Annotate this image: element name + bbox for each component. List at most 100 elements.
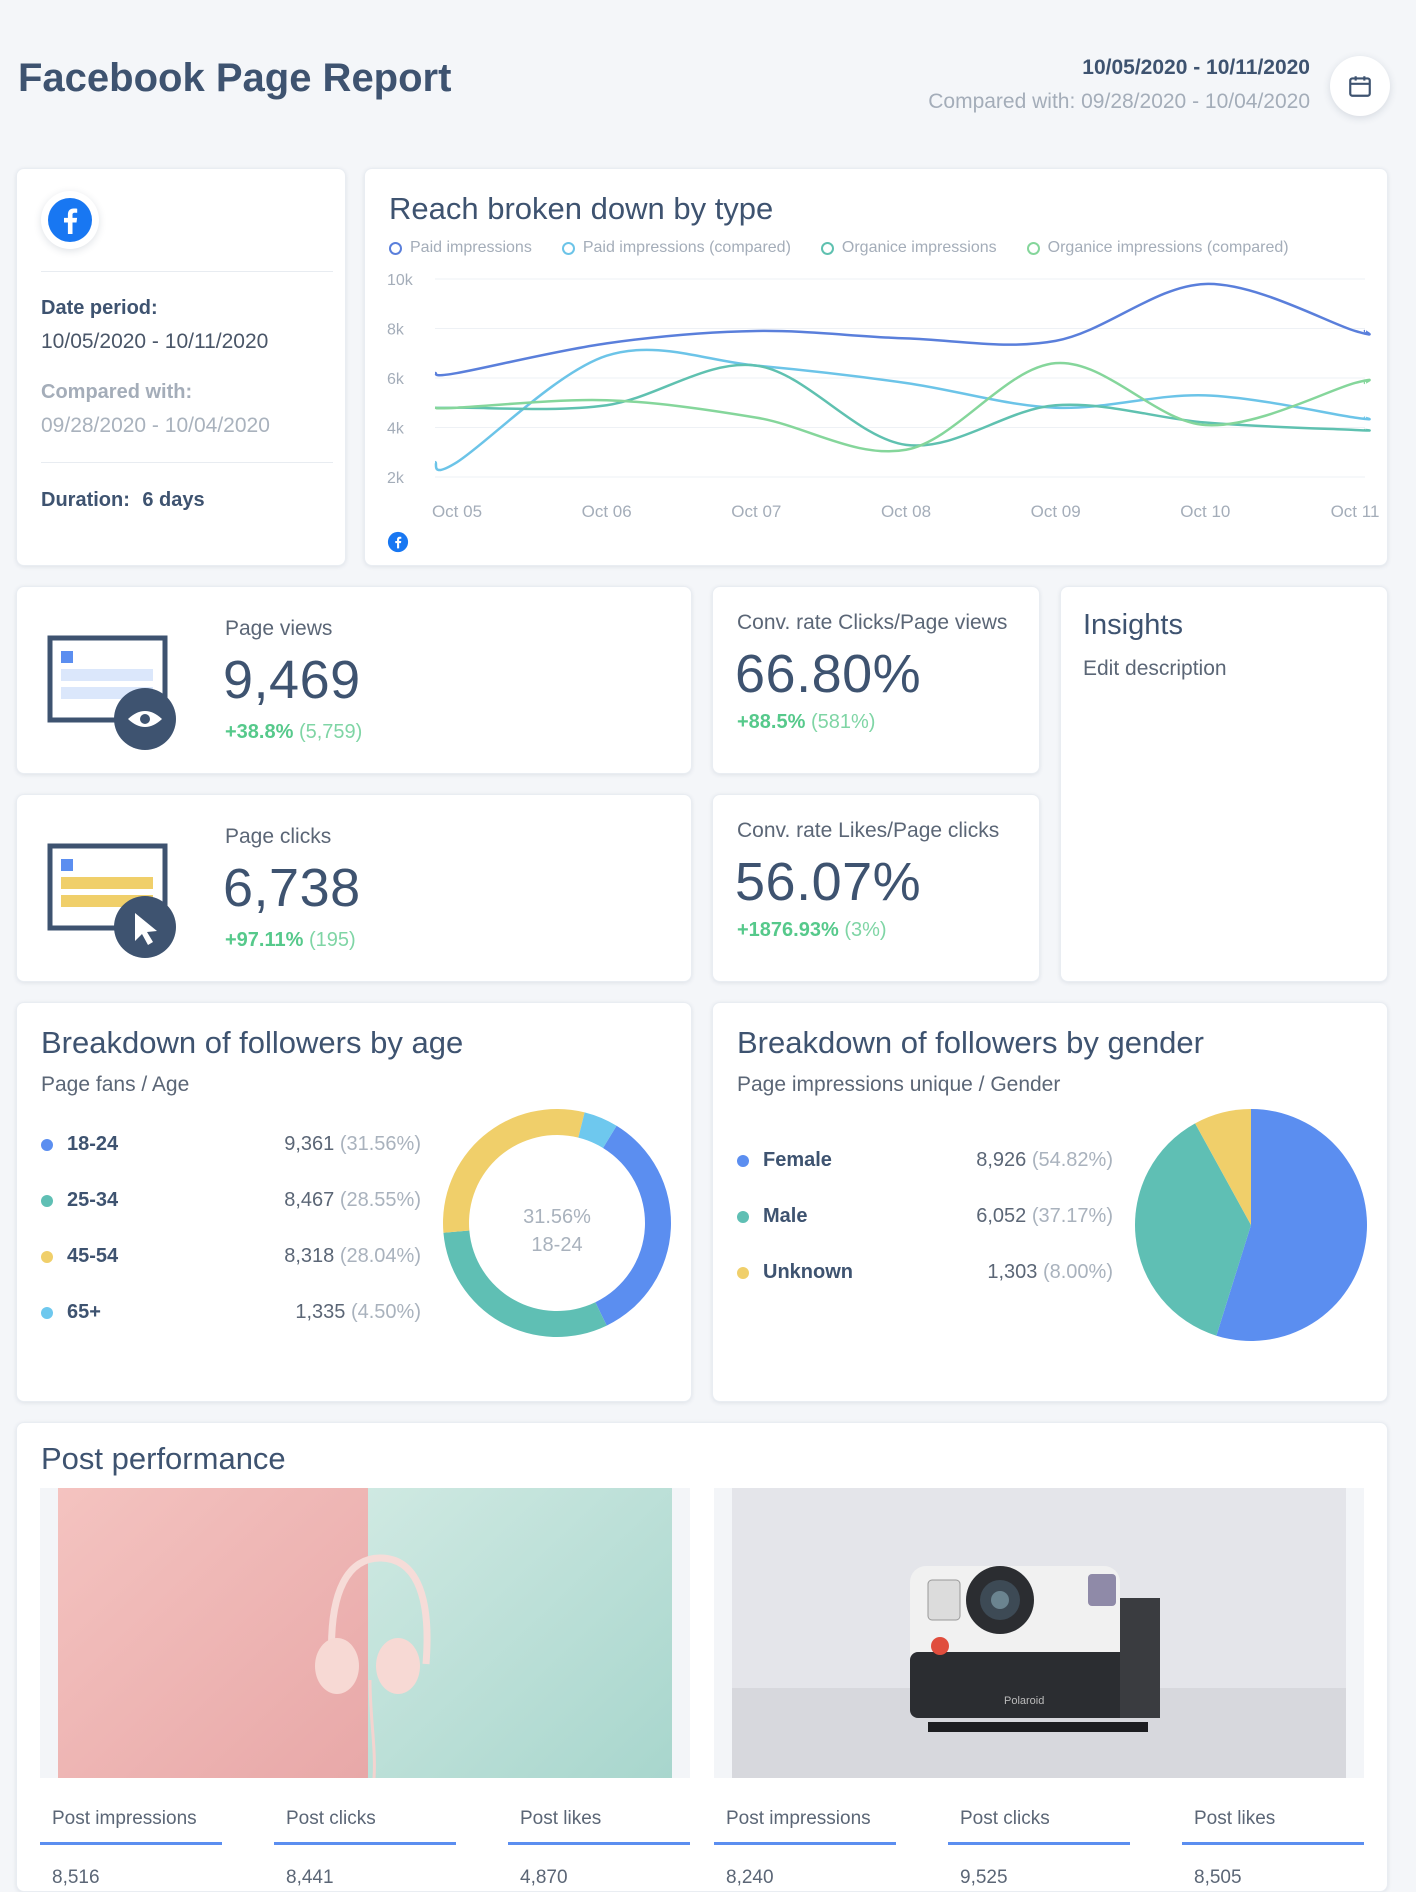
legend-marker — [562, 242, 575, 255]
insights-title: Insights — [1083, 609, 1183, 642]
post-metric-underline — [508, 1842, 690, 1845]
age-legend-name: 65+ — [67, 1301, 101, 1324]
post-performance-title: Post performance — [41, 1441, 286, 1477]
page-clicks-label: Page clicks — [225, 825, 331, 849]
y-tick-label: 10k — [387, 272, 414, 289]
post-metric-label: Post likes — [1182, 1808, 1364, 1830]
post-image-camera[interactable]: Polaroid — [714, 1488, 1364, 1778]
page-views-icon — [47, 635, 177, 755]
duration-label: Duration: — [41, 489, 130, 511]
post-metric-tab[interactable]: Post likes 4,870 — [508, 1808, 690, 1889]
post-metric-label: Post impressions — [714, 1808, 896, 1830]
age-legend-name: 45-54 — [67, 1245, 118, 1268]
date-range-current: 10/05/2020 - 10/11/2020 — [928, 56, 1310, 80]
page-clicks-card: Page clicks 6,738 +97.11% (195) — [16, 794, 692, 982]
calendar-button[interactable] — [1330, 56, 1390, 116]
post-metric-underline — [714, 1842, 896, 1845]
report-info-card: Date period: 10/05/2020 - 10/11/2020 Com… — [16, 168, 346, 566]
post-metric-tab[interactable]: Post clicks 8,441 — [274, 1808, 456, 1889]
compared-label: Compared with: — [41, 381, 192, 404]
conv-rate-clicks-value: 56.07% — [735, 851, 921, 913]
conv-rate-views-card: Conv. rate Clicks/Page views 66.80% +88.… — [712, 586, 1040, 774]
legend-marker — [389, 242, 402, 255]
page-title: Facebook Page Report — [18, 56, 451, 101]
duration: Duration: 6 days — [41, 489, 205, 512]
legend-item[interactable]: Paid impressions (compared) — [562, 239, 791, 257]
reach-chart-card: Reach broken down by type Paid impressio… — [364, 168, 1388, 566]
post-metric-underline — [40, 1842, 222, 1845]
date-range-compared: Compared with: 09/28/2020 - 10/04/2020 — [928, 90, 1310, 114]
gender-legend-name: Unknown — [763, 1261, 853, 1284]
insights-card: Insights Edit description — [1060, 586, 1388, 982]
x-tick-label: Oct 09 — [1031, 502, 1081, 521]
age-breakdown-title: Breakdown of followers by age — [41, 1025, 463, 1061]
y-tick-label: 8k — [387, 322, 405, 339]
legend-item[interactable]: Organice impressions (compared) — [1027, 239, 1289, 257]
legend-item[interactable]: Paid impressions — [389, 239, 532, 257]
post-metric-value: 8,240 — [714, 1867, 896, 1889]
series-line — [435, 363, 1370, 451]
age-breakdown-subtitle: Page fans / Age — [41, 1073, 189, 1097]
camera-brand-text: Polaroid — [1004, 1695, 1044, 1707]
age-legend-row: 18-24 9,361 (31.56%) — [41, 1133, 421, 1156]
age-legend-dot — [41, 1195, 53, 1207]
insights-edit-description[interactable]: Edit description — [1083, 657, 1227, 681]
x-tick-label: Oct 11 — [1331, 502, 1380, 521]
age-legend-row: 25-34 8,467 (28.55%) — [41, 1189, 421, 1212]
post-metric-tab[interactable]: Post impressions 8,240 — [714, 1808, 896, 1889]
series-line — [435, 284, 1370, 375]
age-donut-center-pct: 31.56% — [437, 1203, 677, 1231]
age-donut-center-label: 18-24 — [437, 1231, 677, 1259]
gender-breakdown-title: Breakdown of followers by gender — [737, 1025, 1204, 1061]
page-clicks-change: +97.11% (195) — [225, 929, 356, 952]
conv-rate-views-change: +88.5% (581%) — [737, 711, 875, 734]
post-image-headphones[interactable] — [40, 1488, 690, 1778]
gender-legend-name: Female — [763, 1149, 832, 1172]
legend-marker — [821, 242, 834, 255]
reach-chart-title: Reach broken down by type — [389, 191, 773, 227]
date-range: 10/05/2020 - 10/11/2020 Compared with: 0… — [928, 56, 1310, 114]
gender-legend-row: Male 6,052 (37.17%) — [737, 1205, 1113, 1228]
date-period-label: Date period: — [41, 297, 158, 320]
age-value: 1,335 — [295, 1301, 345, 1323]
post-metric-underline — [274, 1842, 456, 1845]
gender-legend-dot — [737, 1267, 749, 1279]
gender-legend-dot — [737, 1211, 749, 1223]
page-views-card: Page views 9,469 +38.8% (5,759) — [16, 586, 692, 774]
gender-legend-value: 6,052 (37.17%) — [976, 1205, 1113, 1228]
gender-legend-value: 8,926 (54.82%) — [976, 1149, 1113, 1172]
gender-value: 1,303 — [987, 1261, 1037, 1283]
age-pct: (31.56%) — [340, 1133, 421, 1155]
conv-rate-clicks-card: Conv. rate Likes/Page clicks 56.07% +187… — [712, 794, 1040, 982]
age-value: 8,318 — [284, 1245, 334, 1267]
post-metric-tab[interactable]: Post clicks 9,525 — [948, 1808, 1130, 1889]
y-tick-label: 4k — [387, 421, 405, 438]
gender-value: 8,926 — [976, 1149, 1026, 1171]
gender-pct: (37.17%) — [1032, 1205, 1113, 1227]
age-legend-row: 65+ 1,335 (4.50%) — [41, 1301, 421, 1324]
age-legend-dot — [41, 1307, 53, 1319]
post-metric-tab[interactable]: Post impressions 8,516 — [40, 1808, 222, 1889]
age-legend-dot — [41, 1139, 53, 1151]
x-tick-label: Oct 05 — [432, 502, 482, 521]
conv-rate-views-value: 66.80% — [735, 643, 921, 705]
post-metric-tab[interactable]: Post likes 8,505 — [1182, 1808, 1364, 1889]
gender-pct: (8.00%) — [1043, 1261, 1113, 1283]
series-line — [435, 365, 1370, 446]
age-legend-name: 18-24 — [67, 1133, 118, 1156]
compared-value: 09/28/2020 - 10/04/2020 — [41, 414, 270, 438]
legend-marker — [1027, 242, 1040, 255]
age-breakdown-card: Breakdown of followers by age Page fans … — [16, 1002, 692, 1402]
gender-breakdown-subtitle: Page impressions unique / Gender — [737, 1073, 1060, 1097]
chart-legend: Paid impressions Paid impressions (compar… — [389, 239, 1289, 257]
legend-label: Paid impressions (compared) — [583, 239, 791, 257]
post-metric-value: 9,525 — [948, 1867, 1130, 1889]
conv-rate-views-change-pct: +88.5% — [737, 711, 805, 733]
legend-item[interactable]: Organice impressions — [821, 239, 997, 257]
gender-legend-value: 1,303 (8.00%) — [987, 1261, 1113, 1284]
post-metric-label: Post clicks — [948, 1808, 1130, 1830]
x-tick-label: Oct 07 — [731, 502, 781, 521]
date-period-value: 10/05/2020 - 10/11/2020 — [41, 330, 268, 354]
age-legend-value: 9,361 (31.56%) — [284, 1133, 421, 1156]
page-views-change: +38.8% (5,759) — [225, 721, 362, 744]
